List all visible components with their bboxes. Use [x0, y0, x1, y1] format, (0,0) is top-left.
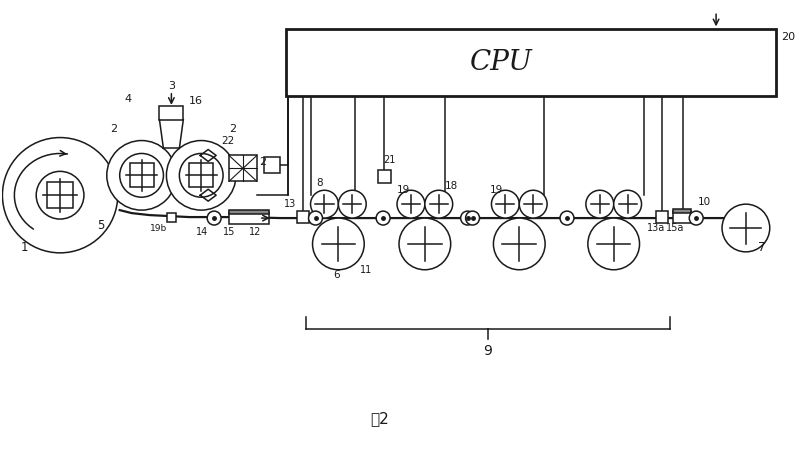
Text: 4: 4: [125, 94, 132, 104]
Bar: [674, 211, 691, 223]
Circle shape: [120, 153, 163, 197]
Circle shape: [309, 211, 322, 225]
Bar: [167, 213, 176, 222]
Circle shape: [588, 218, 639, 270]
Circle shape: [313, 218, 364, 270]
Circle shape: [690, 211, 703, 225]
Bar: [378, 170, 391, 183]
Text: 22: 22: [221, 135, 234, 146]
Circle shape: [466, 211, 479, 225]
Text: 9: 9: [483, 344, 493, 358]
Text: 6: 6: [334, 270, 340, 280]
Circle shape: [519, 190, 547, 218]
Bar: [229, 210, 269, 214]
Circle shape: [338, 190, 366, 218]
Circle shape: [310, 190, 338, 218]
Text: 1: 1: [20, 241, 28, 254]
Circle shape: [106, 140, 176, 210]
Bar: [189, 163, 214, 187]
Bar: [159, 106, 183, 120]
Circle shape: [560, 211, 574, 225]
Circle shape: [397, 190, 425, 218]
Text: 16: 16: [190, 96, 203, 106]
Text: 13a: 13a: [646, 223, 665, 233]
Bar: [264, 157, 280, 174]
Circle shape: [494, 218, 545, 270]
Text: 5: 5: [97, 218, 104, 231]
Text: 20: 20: [781, 32, 795, 42]
Circle shape: [399, 218, 450, 270]
Text: 18: 18: [445, 181, 458, 191]
Text: 15a: 15a: [666, 223, 685, 233]
Bar: [657, 211, 668, 223]
Bar: [229, 156, 257, 181]
Circle shape: [166, 140, 236, 210]
Circle shape: [614, 190, 642, 218]
Text: 13: 13: [284, 199, 296, 209]
Text: 3: 3: [168, 81, 175, 91]
Circle shape: [179, 153, 223, 197]
Text: 15: 15: [223, 227, 235, 237]
Text: 19: 19: [397, 185, 410, 195]
Circle shape: [461, 211, 474, 225]
Text: 8: 8: [317, 178, 323, 188]
Text: CPU: CPU: [470, 49, 532, 76]
Bar: [229, 212, 269, 224]
Bar: [297, 211, 309, 223]
Circle shape: [2, 138, 118, 253]
Circle shape: [425, 190, 453, 218]
Bar: [47, 182, 73, 208]
Bar: [130, 163, 154, 187]
Text: 7: 7: [758, 241, 766, 254]
Text: 19b: 19b: [150, 224, 166, 233]
Bar: [286, 29, 776, 96]
Text: 2: 2: [110, 123, 117, 134]
Circle shape: [491, 190, 519, 218]
Bar: [674, 209, 691, 213]
Text: 11: 11: [360, 265, 373, 275]
Text: 19: 19: [490, 185, 502, 195]
Text: 2: 2: [229, 123, 236, 134]
Circle shape: [586, 190, 614, 218]
Circle shape: [376, 211, 390, 225]
Circle shape: [207, 211, 221, 225]
Circle shape: [722, 204, 770, 252]
Circle shape: [36, 171, 84, 219]
Text: 10: 10: [698, 197, 711, 207]
Text: 14: 14: [196, 227, 209, 237]
Text: 21: 21: [383, 156, 395, 165]
Text: 图2: 图2: [370, 411, 390, 426]
Text: 2: 2: [259, 157, 266, 168]
Text: 12: 12: [249, 227, 262, 237]
